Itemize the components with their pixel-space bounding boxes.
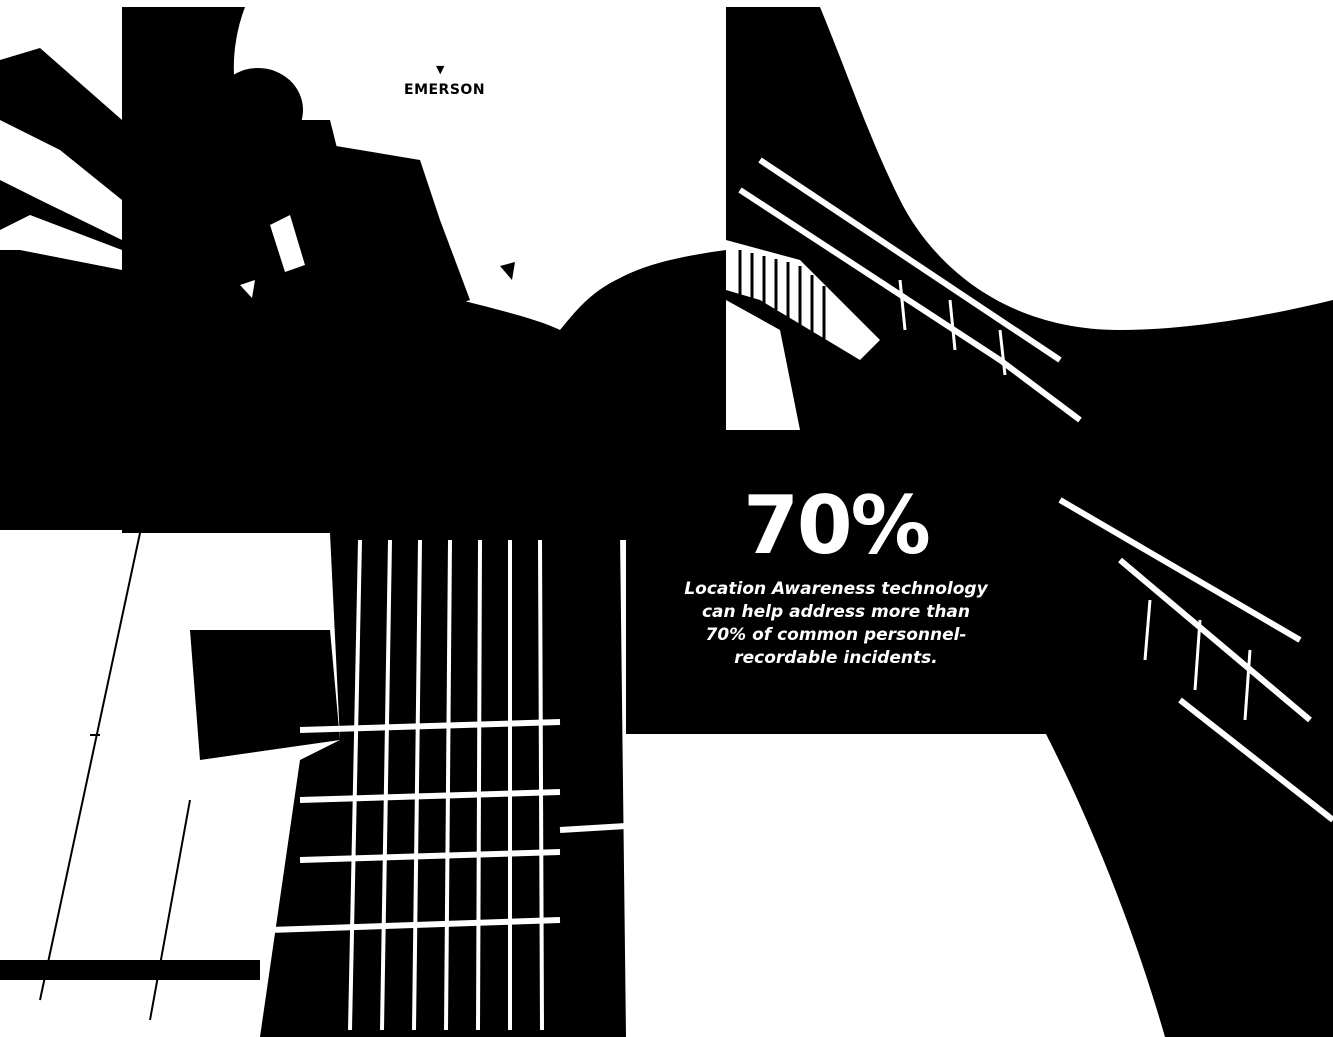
brand-logo: ▼ EMERSON (404, 62, 486, 102)
bottom-right-curve (626, 734, 1165, 1037)
stat-caption-line: 70% of common personnel- (705, 625, 967, 645)
stat-caption-line: Location Awareness technology (684, 579, 988, 599)
stat-value: 70% (743, 479, 930, 572)
left-edge-structure (0, 48, 122, 530)
stat-callout: 70% Location Awareness technology can he… (626, 468, 1046, 734)
stat-caption: Location Awareness technology can help a… (656, 578, 1016, 670)
emerson-mark-icon: ▼ (436, 63, 445, 76)
brand-logo-text: EMERSON (404, 82, 486, 98)
ladder-photo-panel (0, 532, 627, 1037)
stat-caption-line: recordable incidents. (734, 648, 938, 668)
stat-caption-line: can help address more than (701, 602, 971, 622)
